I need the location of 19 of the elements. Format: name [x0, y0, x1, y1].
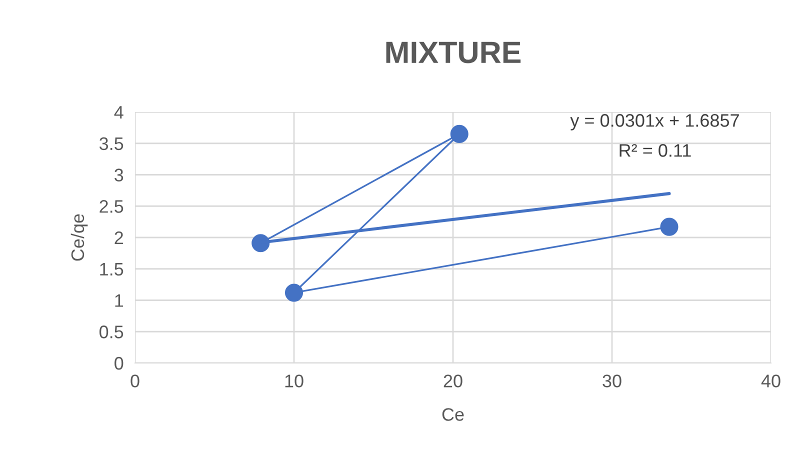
annotation: R² = 0.11	[620, 144, 691, 157]
y-tick-label: 2	[114, 231, 123, 244]
x-tick-label: 20	[444, 374, 462, 388]
y-tick-label: 3	[114, 168, 124, 182]
annotation: y = 0.0301x + 1.6857	[570, 114, 739, 130]
x-tick-label: 0	[130, 374, 140, 388]
y-tick-label: 1.5	[100, 262, 124, 276]
y-tick-label: 2.5	[100, 200, 124, 213]
x-tick-label: 10	[285, 374, 304, 388]
chart-title: MIXTURE	[386, 42, 521, 64]
y-tick-label: 0	[114, 356, 124, 370]
y-tick-label: 3.5	[99, 137, 124, 150]
y-axis-title: Ce/qe	[70, 214, 88, 261]
x-axis-title: Ce	[442, 408, 464, 421]
x-tick-label: 40	[761, 374, 780, 388]
y-tick-label: 4	[114, 106, 124, 119]
y-tick-label: 1	[115, 294, 124, 307]
y-tick-label: 0.5	[99, 326, 124, 338]
x-tick-label: 30	[602, 374, 622, 388]
